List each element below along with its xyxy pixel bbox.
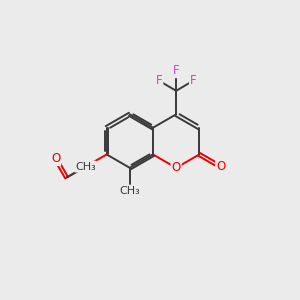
- Text: F: F: [190, 74, 196, 87]
- Text: O: O: [216, 160, 225, 173]
- Text: O: O: [51, 152, 60, 165]
- Text: O: O: [82, 160, 91, 173]
- Text: CH₃: CH₃: [75, 162, 96, 172]
- Text: F: F: [173, 64, 179, 77]
- Text: F: F: [156, 74, 162, 87]
- Text: CH₃: CH₃: [119, 186, 140, 196]
- Text: O: O: [172, 161, 181, 174]
